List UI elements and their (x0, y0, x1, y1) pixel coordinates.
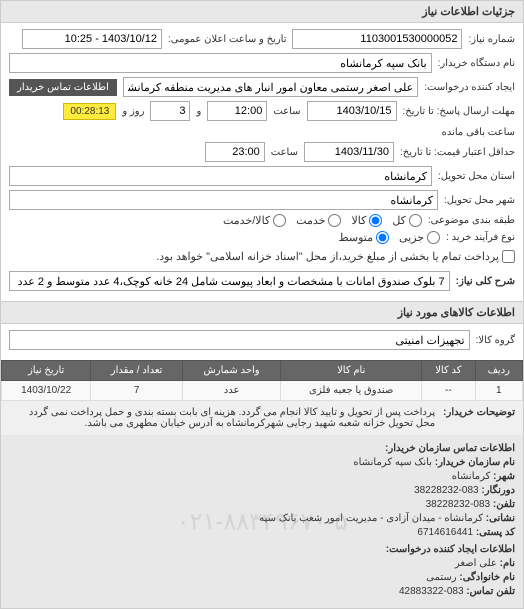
td-1: -- (422, 381, 475, 401)
province-label: استان محل تحویل: (438, 171, 515, 182)
category-radio-group: کل کالا خدمت کالا/خدمت (223, 214, 422, 227)
proc-note-checkbox[interactable] (502, 250, 515, 263)
td-3: عدد (182, 381, 280, 401)
days-label: روز و (122, 106, 144, 117)
th-3: واحد شمارش (182, 361, 280, 381)
announce-input[interactable] (22, 29, 162, 49)
contact-address: کرمانشاه - میدان آزادی - مدیریت امور شعب… (259, 513, 483, 524)
request-no-input[interactable] (292, 29, 462, 49)
contact-postal-label: کد پستی: (476, 527, 515, 538)
desc-label: توضیحات خریدار: (443, 407, 515, 429)
summary-input[interactable] (9, 271, 450, 291)
contact-org: بانک سپه کرمانشاه (353, 457, 432, 468)
proc-note-label: پرداخت تمام یا بخشی از مبلغ خرید،از محل … (156, 250, 499, 263)
org-input[interactable] (9, 53, 432, 73)
desc-text: پرداخت پس از تحویل و تایید کالا انجام می… (9, 407, 435, 429)
th-1: کد کالا (422, 361, 475, 381)
city-input[interactable] (9, 190, 438, 210)
summary-label: شرح کلی نیاز: (456, 276, 515, 287)
creator-family: رستمی (426, 572, 456, 583)
city-label: شهر محل تحویل: (444, 195, 515, 206)
group-label: گروه کالا: (476, 335, 515, 346)
creator-input[interactable] (123, 77, 418, 97)
time-label-1: ساعت (273, 106, 300, 117)
contact-button[interactable]: اطلاعات تماس خریدار (9, 79, 117, 96)
validity-time-input[interactable] (205, 142, 265, 162)
cat-goods-label: کالا (351, 214, 366, 227)
table-row[interactable]: 1 -- صندوق یا جعبه فلزی عدد 7 1403/10/22 (2, 381, 523, 401)
creator-name: علی اصغر (455, 558, 497, 569)
contact-org-label: نام سازمان خریدار: (435, 457, 515, 468)
contact-address-label: نشانی: (486, 513, 515, 524)
validity-label: حداقل اعتبار قیمت: تا تاریخ: (400, 147, 515, 158)
cat-service-radio[interactable] (328, 214, 341, 227)
creator-name-label: نام: (500, 558, 515, 569)
td-5: 1403/10/22 (2, 381, 91, 401)
creator-phone-label: تلفن تماس: (466, 586, 515, 597)
contact-fax: 083-38228232 (414, 485, 479, 496)
contact-city: کرمانشاه (452, 471, 491, 482)
contact-phone: 083-38228232 (426, 499, 491, 510)
remain-days-input[interactable] (150, 101, 190, 121)
items-section-title: اطلاعات کالاهای مورد نیاز (1, 301, 523, 324)
contact-city-label: شهر: (493, 471, 515, 482)
proc-low-radio[interactable] (427, 231, 440, 244)
contact-phone-label: تلفن: (493, 499, 515, 510)
cat-goods-radio[interactable] (369, 214, 382, 227)
category-label: طبقه بندی موضوعی: (428, 215, 515, 226)
td-2: صندوق یا جعبه فلزی (281, 381, 422, 401)
contact-title: اطلاعات تماس سازمان خریدار: (9, 443, 515, 454)
th-2: نام کالا (281, 361, 422, 381)
proc-med-radio[interactable] (376, 231, 389, 244)
remain-label: ساعت باقی مانده (442, 127, 515, 138)
and-label: و (196, 106, 201, 117)
creator-label: ایجاد کننده درخواست: (424, 82, 515, 93)
th-5: تاریخ نیاز (2, 361, 91, 381)
process-radio-group: جزیی متوسط (338, 231, 440, 244)
panel-header: جزئیات اطلاعات نیاز (1, 1, 523, 23)
cat-service-label: خدمت (296, 214, 325, 227)
td-4: 7 (91, 381, 183, 401)
th-0: ردیف (475, 361, 522, 381)
cat-goods-service-label: کالا/خدمت (223, 214, 270, 227)
validity-date-input[interactable] (304, 142, 394, 162)
request-no-label: شماره نیاز: (468, 34, 515, 45)
deadline-time-input[interactable] (207, 101, 267, 121)
creator-family-label: نام خانوادگی: (459, 572, 515, 583)
group-input[interactable] (9, 330, 470, 350)
th-4: تعداد / مقدار (91, 361, 183, 381)
contact-fax-label: دورنگار: (481, 485, 515, 496)
org-label: نام دستگاه خریدار: (438, 58, 515, 69)
items-table: ردیف کد کالا نام کالا واحد شمارش تعداد /… (1, 360, 523, 401)
proc-med-label: متوسط (338, 231, 373, 244)
province-input[interactable] (9, 166, 432, 186)
creator-phone: 083-42883322 (399, 586, 464, 597)
deadline-label: مهلت ارسال پاسخ: تا تاریخ: (403, 106, 515, 117)
proc-low-label: جزیی (399, 231, 424, 244)
deadline-date-input[interactable] (307, 101, 397, 121)
cat-all-radio[interactable] (409, 214, 422, 227)
td-0: 1 (475, 381, 522, 401)
remain-time-badge: 00:28:13 (63, 103, 116, 120)
cat-goods-service-radio[interactable] (273, 214, 286, 227)
contact-postal: 6714616441 (417, 527, 473, 538)
process-label: نوع فرآیند خرید : (446, 232, 515, 243)
time-label-2: ساعت (271, 147, 298, 158)
creator-section-title: اطلاعات ایجاد کننده درخواست: (9, 544, 515, 555)
cat-all-label: کل (392, 214, 406, 227)
announce-label: تاریخ و ساعت اعلان عمومی: (168, 34, 287, 45)
